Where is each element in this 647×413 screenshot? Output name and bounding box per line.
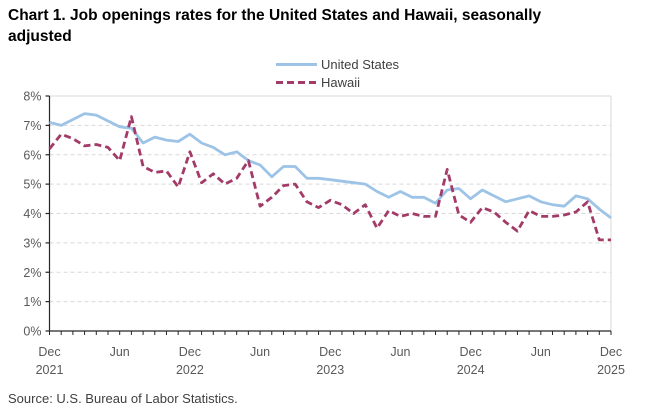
legend-label-hawaii: Hawaii [321, 74, 361, 90]
y-axis-label: 6% [23, 148, 41, 162]
source-note: Source: U.S. Bureau of Labor Statistics. [8, 391, 238, 406]
chart-legend: United States Hawaii [276, 56, 399, 90]
x-axis-month-label: Dec [600, 345, 622, 359]
x-axis-month-label: Jun [390, 345, 410, 359]
y-axis-label: 4% [23, 207, 41, 221]
legend-item-hawaii: Hawaii [276, 74, 399, 90]
x-axis-month-label: Jun [110, 345, 130, 359]
hawaii-series-line [48, 115, 611, 242]
x-axis-year-label: 2024 [457, 363, 485, 377]
x-axis-month-label: Dec [319, 345, 341, 359]
x-axis-month-label: Jun [250, 345, 270, 359]
y-axis-label: 2% [23, 266, 41, 280]
united-states-line-swatch [276, 62, 317, 66]
x-axis-month-label: Dec [38, 345, 60, 359]
x-axis-month-label: Jun [531, 345, 551, 359]
x-axis-year-label: 2025 [597, 363, 625, 377]
united-states-series-line [49, 112, 612, 220]
hawaii-line-swatch [276, 80, 317, 84]
y-axis-label: 3% [23, 236, 41, 250]
y-axis-label: 1% [23, 295, 41, 309]
y-axis-label: 5% [23, 178, 41, 192]
y-axis-label: 7% [23, 119, 41, 133]
x-axis-month-label: Dec [179, 345, 201, 359]
x-axis-year-label: 2023 [316, 363, 344, 377]
legend-label-united-states: United States [321, 56, 400, 72]
x-axis-year-label: 2022 [176, 363, 204, 377]
chart-title: Chart 1. Job openings rates for the Unit… [8, 7, 542, 45]
y-axis-label: 0% [23, 325, 41, 339]
x-axis-month-label: Dec [460, 345, 482, 359]
y-axis-label: 8% [23, 90, 41, 104]
legend-item-united-states: United States [276, 56, 399, 72]
x-axis-year-label: 2021 [36, 363, 64, 377]
